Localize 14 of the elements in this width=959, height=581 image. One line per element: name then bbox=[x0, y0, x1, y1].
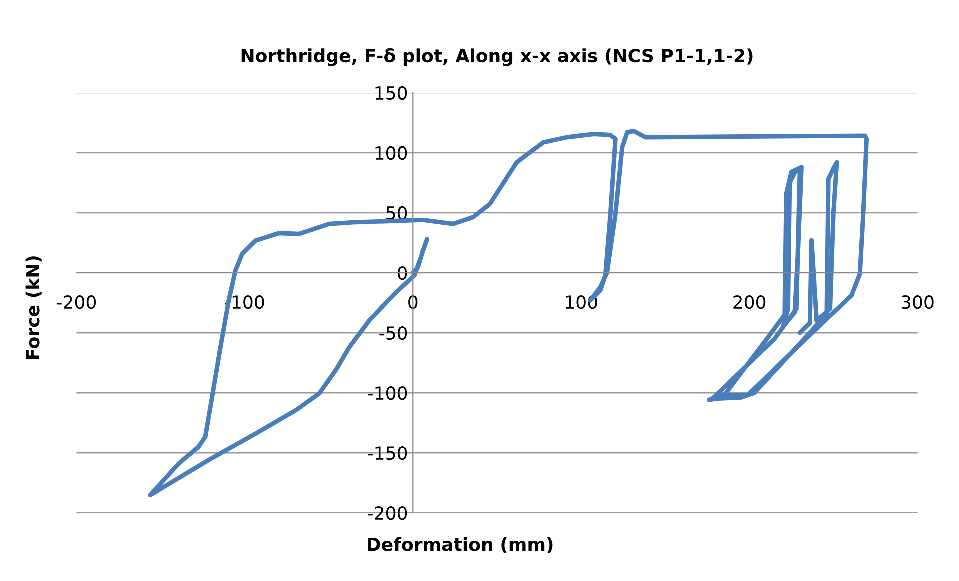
x-tick-label: 300 bbox=[902, 296, 934, 310]
y-tick-label: -50 bbox=[380, 326, 408, 340]
y-tick-label: 100 bbox=[376, 146, 408, 160]
x-tick-label: -200 bbox=[57, 296, 96, 310]
y-tick-label: 150 bbox=[376, 86, 408, 100]
x-tick-label: 200 bbox=[734, 296, 766, 310]
line-series bbox=[148, 129, 870, 498]
y-axis-title: Force (kN) bbox=[26, 256, 42, 360]
y-tick-label: -150 bbox=[368, 446, 408, 460]
y-tick-label: -100 bbox=[368, 386, 408, 400]
y-tick-label: -200 bbox=[368, 506, 408, 520]
x-axis-title: Deformation (mm) bbox=[368, 537, 553, 554]
x-tick-label: 0 bbox=[408, 296, 418, 310]
chart-title: Northridge, F-δ plot, Along x-x axis (NCS P1-1,1-2) bbox=[242, 48, 753, 66]
